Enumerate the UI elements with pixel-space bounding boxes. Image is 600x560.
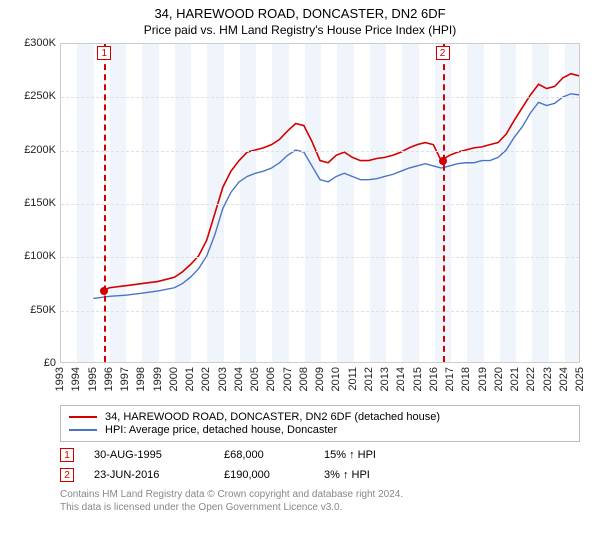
y-tick-label: £150K bbox=[24, 197, 56, 209]
x-tick-label: 2015 bbox=[412, 367, 424, 391]
x-tick-label: 2012 bbox=[363, 367, 375, 391]
x-tick-label: 2011 bbox=[347, 367, 359, 391]
sale-number-badge: 1 bbox=[60, 448, 74, 462]
sale-price: £68,000 bbox=[224, 449, 304, 461]
sale-marker-dot bbox=[439, 157, 447, 165]
sale-hpi-delta: 15% ↑ HPI bbox=[324, 449, 414, 461]
y-tick-label: £300K bbox=[24, 37, 56, 49]
series-hpi bbox=[93, 94, 579, 299]
x-tick-label: 2010 bbox=[330, 367, 342, 391]
x-tick-label: 2014 bbox=[395, 367, 407, 391]
x-tick-label: 2004 bbox=[233, 367, 245, 391]
x-tick-label: 2017 bbox=[444, 367, 456, 391]
plot-area: 12 bbox=[60, 43, 580, 363]
chart-container: 34, HAREWOOD ROAD, DONCASTER, DN2 6DF Pr… bbox=[0, 0, 600, 560]
h-gridline bbox=[61, 311, 579, 312]
sale-marker-line bbox=[443, 44, 445, 362]
x-tick-label: 1996 bbox=[103, 367, 115, 391]
x-tick-label: 2016 bbox=[428, 367, 440, 391]
h-gridline bbox=[61, 257, 579, 258]
chart-title: 34, HAREWOOD ROAD, DONCASTER, DN2 6DF bbox=[10, 6, 590, 21]
x-axis: 1993199419951996199719981999200020012002… bbox=[60, 363, 580, 403]
sales-list: 1 30-AUG-1995 £68,000 15% ↑ HPI 2 23-JUN-2016… bbox=[60, 448, 580, 482]
x-tick-label: 1995 bbox=[87, 367, 99, 391]
x-tick-label: 2002 bbox=[200, 367, 212, 391]
y-tick-label: £200K bbox=[24, 144, 56, 156]
sale-row: 1 30-AUG-1995 £68,000 15% ↑ HPI bbox=[60, 448, 580, 462]
footer-attribution: Contains HM Land Registry data © Crown c… bbox=[60, 488, 580, 514]
footer-line1: Contains HM Land Registry data © Crown c… bbox=[60, 488, 580, 501]
x-tick-label: 1998 bbox=[135, 367, 147, 391]
y-tick-label: £50K bbox=[30, 304, 56, 316]
legend-label: 34, HAREWOOD ROAD, DONCASTER, DN2 6DF (d… bbox=[105, 411, 440, 423]
legend-swatch bbox=[69, 429, 97, 431]
x-tick-label: 2025 bbox=[574, 367, 586, 391]
sale-marker-badge: 2 bbox=[436, 46, 450, 60]
sale-hpi-delta: 3% ↑ HPI bbox=[324, 469, 414, 481]
sale-number-badge: 2 bbox=[60, 468, 74, 482]
x-tick-label: 2021 bbox=[509, 367, 521, 391]
y-axis: £0£50K£100K£150K£200K£250K£300K bbox=[10, 43, 60, 363]
x-tick-label: 2003 bbox=[217, 367, 229, 391]
x-tick-label: 1993 bbox=[54, 367, 66, 391]
legend-item: 34, HAREWOOD ROAD, DONCASTER, DN2 6DF (d… bbox=[69, 411, 571, 423]
x-tick-label: 1994 bbox=[70, 367, 82, 391]
chart-area: £0£50K£100K£150K£200K£250K£300K 12 19931… bbox=[10, 43, 590, 403]
h-gridline bbox=[61, 151, 579, 152]
sale-marker-badge: 1 bbox=[97, 46, 111, 60]
legend-item: HPI: Average price, detached house, Donc… bbox=[69, 424, 571, 436]
sale-date: 23-JUN-2016 bbox=[94, 469, 204, 481]
x-tick-label: 2018 bbox=[460, 367, 472, 391]
sale-price: £190,000 bbox=[224, 469, 304, 481]
x-tick-label: 2024 bbox=[558, 367, 570, 391]
x-tick-label: 2001 bbox=[184, 367, 196, 391]
sale-row: 2 23-JUN-2016 £190,000 3% ↑ HPI bbox=[60, 468, 580, 482]
x-tick-label: 2020 bbox=[493, 367, 505, 391]
x-tick-label: 2022 bbox=[525, 367, 537, 391]
footer-line2: This data is licensed under the Open Gov… bbox=[60, 501, 580, 514]
x-tick-label: 2008 bbox=[298, 367, 310, 391]
h-gridline bbox=[61, 97, 579, 98]
sale-date: 30-AUG-1995 bbox=[94, 449, 204, 461]
x-tick-label: 1997 bbox=[119, 367, 131, 391]
x-tick-label: 2005 bbox=[249, 367, 261, 391]
line-layer bbox=[61, 44, 579, 362]
legend: 34, HAREWOOD ROAD, DONCASTER, DN2 6DF (d… bbox=[60, 405, 580, 442]
x-tick-label: 2006 bbox=[265, 367, 277, 391]
x-tick-label: 1999 bbox=[152, 367, 164, 391]
sale-marker-line bbox=[104, 44, 106, 362]
y-tick-label: £100K bbox=[24, 250, 56, 262]
x-tick-label: 2007 bbox=[282, 367, 294, 391]
chart-subtitle: Price paid vs. HM Land Registry's House … bbox=[10, 23, 590, 37]
x-tick-label: 2009 bbox=[314, 367, 326, 391]
x-tick-label: 2023 bbox=[542, 367, 554, 391]
x-tick-label: 2019 bbox=[477, 367, 489, 391]
y-tick-label: £250K bbox=[24, 90, 56, 102]
x-tick-label: 2000 bbox=[168, 367, 180, 391]
h-gridline bbox=[61, 204, 579, 205]
x-tick-label: 2013 bbox=[379, 367, 391, 391]
legend-swatch bbox=[69, 416, 97, 418]
legend-label: HPI: Average price, detached house, Donc… bbox=[105, 424, 337, 436]
